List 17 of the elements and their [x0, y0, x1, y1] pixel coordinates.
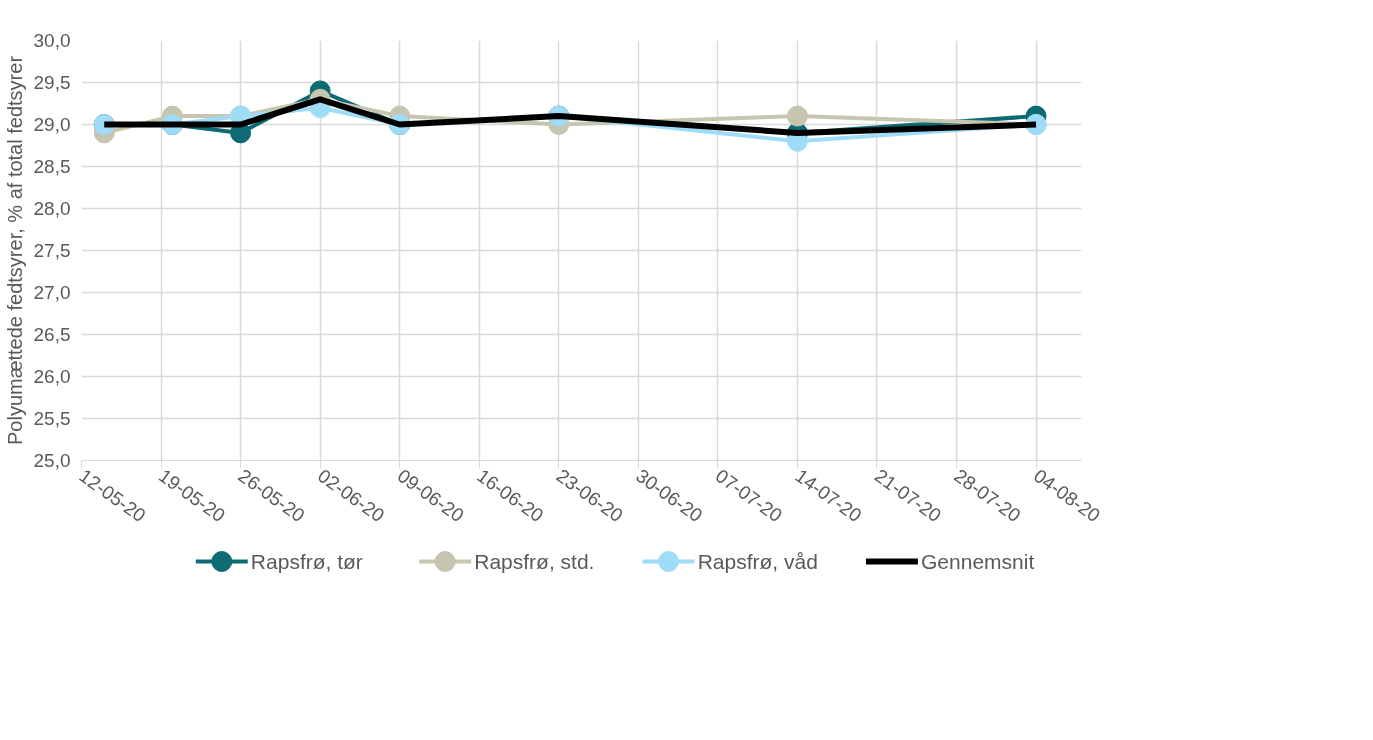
y-tick-label: 30,0 [33, 30, 71, 51]
y-tick-label: 28,5 [33, 156, 71, 177]
y-tick-label: 27,0 [33, 282, 71, 303]
legend-label: Rapsfrø, våd [697, 550, 818, 573]
y-tick-label: 25,5 [33, 408, 71, 429]
y-tick-label: 28,0 [33, 198, 71, 219]
legend-label: Rapsfrø, tør [250, 550, 363, 573]
y-tick-label: 25,0 [33, 450, 71, 471]
y-tick-label: 26,0 [33, 366, 71, 387]
y-tick-label: 26,5 [33, 324, 71, 345]
legend-label: Gennemsnit [921, 550, 1035, 573]
y-tick-label: 27,5 [33, 240, 71, 261]
point [786, 105, 808, 127]
legend-label: Rapsfrø, std. [474, 550, 595, 573]
y-tick-label: 29,0 [33, 114, 71, 135]
y-axis-title: Polyumættede fedtsyrer, % af total fedtsyrer [3, 55, 26, 446]
y-tick-label: 29,5 [33, 72, 71, 93]
